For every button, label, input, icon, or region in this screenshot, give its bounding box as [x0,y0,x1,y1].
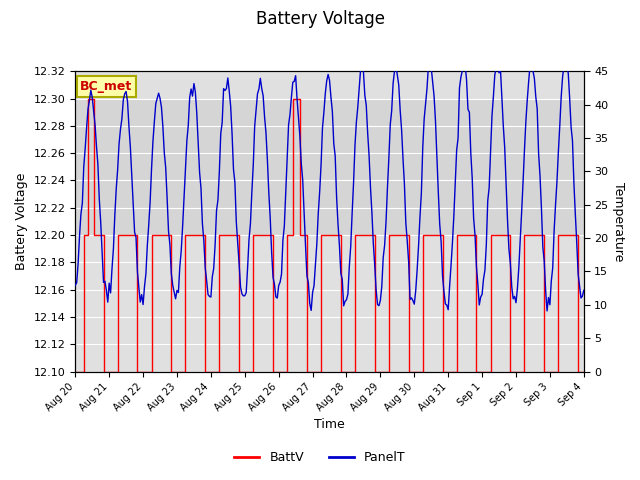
Legend: BattV, PanelT: BattV, PanelT [229,446,411,469]
Text: Battery Voltage: Battery Voltage [255,10,385,28]
Text: BC_met: BC_met [81,80,132,93]
Y-axis label: Battery Voltage: Battery Voltage [15,173,28,270]
Bar [76,98,584,235]
X-axis label: Time: Time [314,419,345,432]
Y-axis label: Temperature: Temperature [612,182,625,261]
